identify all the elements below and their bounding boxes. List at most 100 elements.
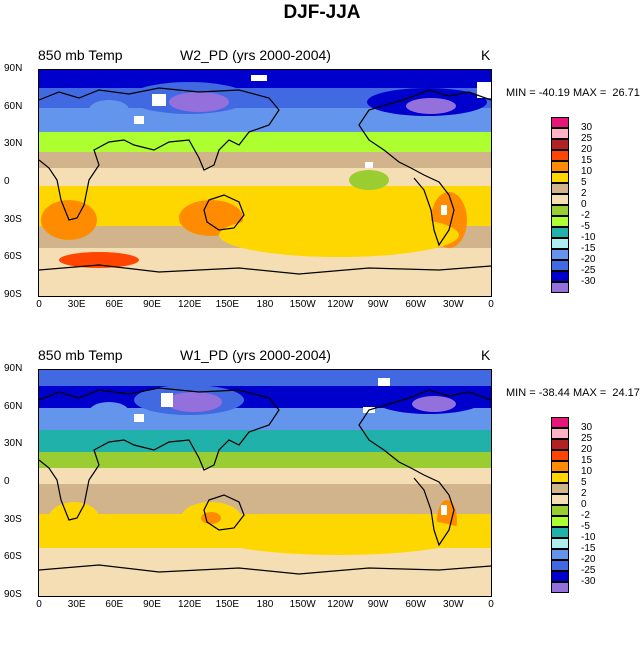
y-tick-label: 60N — [4, 400, 23, 412]
field-region — [169, 92, 229, 112]
x-tick-label: 30W — [443, 299, 464, 310]
x-tick-label: 0 — [36, 599, 42, 610]
color-bar-label: 25 — [581, 433, 593, 444]
color-bar-label: 10 — [581, 466, 593, 477]
x-tick-label: 180 — [256, 599, 274, 610]
color-bar-label: -30 — [581, 576, 596, 587]
panel-case-label: W1_PD (yrs 2000-2004) — [180, 347, 331, 363]
color-bar-swatch — [551, 271, 569, 282]
color-bar-swatch — [551, 150, 569, 161]
y-tick-label: 60S — [4, 551, 22, 563]
y-tick-label: 30S — [4, 213, 22, 225]
coastline-path — [39, 87, 280, 221]
temperature-map — [38, 369, 492, 597]
color-bar-swatch — [551, 172, 569, 183]
color-bar-label: 5 — [581, 477, 587, 488]
coastline-path — [358, 389, 491, 547]
y-tick-label: 60N — [4, 100, 23, 112]
field-region — [219, 213, 459, 257]
color-bar-label: 10 — [581, 166, 593, 177]
color-bar-label: -25 — [581, 565, 596, 576]
field-band — [39, 132, 491, 152]
color-bar-label: 5 — [581, 177, 587, 188]
y-tick-label: 90S — [4, 289, 22, 300]
y-tick-label: 0 — [4, 176, 10, 187]
coastline-path — [203, 494, 245, 531]
x-tick-label: 30E — [67, 299, 86, 310]
color-bar-label: 2 — [581, 188, 587, 199]
map-panel-w2: 850 mb Temp W2_PD (yrs 2000-2004) K MIN … — [0, 47, 644, 347]
color-bar-label: -5 — [581, 521, 590, 532]
coastlines — [39, 387, 491, 575]
color-bar-swatch — [551, 461, 569, 472]
color-bar-label: 0 — [581, 199, 587, 210]
color-bar-swatch — [551, 450, 569, 461]
color-bar-swatch — [551, 505, 569, 516]
color-bar-swatch — [551, 582, 569, 593]
color-bar-label: 0 — [581, 499, 587, 510]
panel-units-label: K — [481, 347, 491, 363]
page-title: DJF-JJA — [283, 2, 361, 23]
x-tick-label: 120W — [327, 599, 354, 610]
color-bar-swatch — [551, 483, 569, 494]
color-bar-swatch — [551, 428, 569, 439]
x-tick-label: 0 — [488, 299, 494, 310]
y-tick-label: 30S — [4, 513, 22, 525]
color-bar-swatch — [551, 560, 569, 571]
panel-variable-label: 850 mb Temp — [38, 347, 123, 363]
color-bar-label: -20 — [581, 554, 596, 565]
color-bar-swatch — [551, 183, 569, 194]
color-bar-swatch — [551, 571, 569, 582]
field-band — [39, 548, 491, 596]
coastline-path — [39, 564, 491, 575]
map-panel-w1: 850 mb Temp W1_PD (yrs 2000-2004) K MIN … — [0, 347, 644, 647]
color-bar-label: -10 — [581, 232, 596, 243]
x-tick-label: 120E — [177, 299, 202, 310]
coastline-path — [39, 387, 280, 521]
color-bar-swatch — [551, 260, 569, 271]
panel-case-label: W2_PD (yrs 2000-2004) — [180, 47, 331, 63]
missing-data-region — [152, 94, 166, 106]
color-bar-label: -15 — [581, 543, 596, 554]
field-band — [39, 408, 491, 430]
x-tick-label: 30E — [67, 599, 86, 610]
color-bar-swatch — [551, 417, 569, 428]
color-bar-swatch — [551, 282, 569, 293]
color-bar-label: -5 — [581, 221, 590, 232]
x-tick-label: 90E — [143, 299, 161, 310]
y-tick-label: 0 — [4, 476, 10, 487]
x-tick-label: 180 — [256, 299, 274, 310]
color-bar-label: 2 — [581, 488, 587, 499]
field-band — [39, 468, 491, 484]
color-bar-swatch — [551, 538, 569, 549]
x-tick-label: 120E — [177, 599, 202, 610]
color-bar-label: -2 — [581, 210, 590, 221]
x-tick-label: 150W — [289, 299, 316, 310]
color-bar-swatch — [551, 472, 569, 483]
color-bar-label: 15 — [581, 155, 593, 166]
color-bar-label: -20 — [581, 254, 596, 265]
color-bar-swatch — [551, 194, 569, 205]
x-tick-label: 90W — [367, 599, 389, 610]
x-tick-label: 90W — [367, 299, 389, 310]
panel-min-max-label: MIN = -38.44 MAX = 24.17 — [506, 387, 640, 399]
color-bar-label: -2 — [581, 510, 590, 521]
map-svg — [39, 370, 491, 596]
missing-data-region — [134, 414, 144, 422]
field-region — [59, 252, 139, 268]
y-tick-label: 90N — [4, 63, 23, 74]
color-bar-swatch — [551, 527, 569, 538]
missing-data-region — [134, 116, 144, 124]
x-tick-label: 60W — [405, 599, 426, 610]
coastline-path — [203, 194, 245, 231]
color-bar-label: -15 — [581, 243, 596, 254]
color-bar-label: -30 — [581, 276, 596, 287]
color-bar-swatch — [551, 238, 569, 249]
coastlines — [39, 87, 491, 275]
missing-data-region — [441, 205, 447, 215]
color-bar-swatch — [551, 139, 569, 150]
color-bar-swatch — [551, 439, 569, 450]
color-bar-label: 30 — [581, 422, 593, 433]
color-bar-label: 30 — [581, 122, 593, 133]
panel-min-max-label: MIN = -40.19 MAX = 26.71 — [506, 87, 640, 99]
